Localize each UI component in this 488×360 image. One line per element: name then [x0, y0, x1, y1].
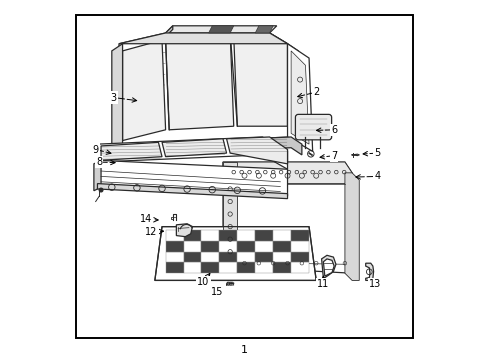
Polygon shape: [119, 33, 287, 44]
Bar: [183, 241, 201, 252]
Polygon shape: [97, 184, 287, 199]
Polygon shape: [287, 44, 301, 134]
Bar: [201, 262, 219, 273]
Bar: [237, 252, 255, 262]
Bar: [165, 241, 183, 252]
Polygon shape: [97, 160, 287, 196]
Text: 15: 15: [211, 287, 224, 297]
Bar: [219, 241, 237, 252]
Text: 11: 11: [317, 279, 329, 289]
Bar: [219, 262, 237, 273]
Text: 2: 2: [312, 87, 319, 97]
Bar: [255, 262, 273, 273]
Polygon shape: [119, 33, 290, 144]
Bar: [237, 262, 255, 273]
Bar: [165, 252, 183, 262]
Polygon shape: [290, 51, 308, 144]
Polygon shape: [233, 33, 287, 126]
Text: 1: 1: [241, 345, 247, 355]
Text: 9: 9: [92, 144, 99, 154]
Text: 12: 12: [145, 227, 157, 237]
Polygon shape: [223, 162, 351, 184]
Bar: [255, 252, 273, 262]
Bar: [290, 262, 308, 273]
Bar: [273, 252, 290, 262]
Polygon shape: [112, 44, 122, 151]
Bar: [255, 241, 273, 252]
Bar: [201, 241, 219, 252]
Bar: [201, 252, 219, 262]
Polygon shape: [255, 26, 273, 33]
Polygon shape: [94, 160, 101, 191]
Bar: [183, 230, 201, 241]
Bar: [165, 262, 183, 273]
Bar: [237, 241, 255, 252]
Bar: [290, 252, 308, 262]
Polygon shape: [122, 40, 165, 140]
Circle shape: [99, 188, 102, 192]
Bar: [219, 230, 237, 241]
Polygon shape: [155, 226, 316, 280]
Text: 10: 10: [197, 277, 209, 287]
Text: 6: 6: [330, 125, 337, 135]
Bar: [219, 252, 237, 262]
Bar: [255, 230, 273, 241]
Text: 5: 5: [373, 148, 380, 158]
Bar: [290, 241, 308, 252]
Polygon shape: [321, 255, 335, 279]
FancyBboxPatch shape: [295, 114, 331, 140]
Polygon shape: [344, 173, 359, 280]
Polygon shape: [112, 137, 301, 162]
Polygon shape: [101, 142, 162, 160]
Polygon shape: [323, 259, 333, 276]
Bar: [273, 230, 290, 241]
Text: 4: 4: [373, 171, 380, 181]
Polygon shape: [208, 26, 233, 33]
Polygon shape: [287, 44, 312, 151]
Polygon shape: [226, 137, 287, 164]
Polygon shape: [165, 26, 276, 33]
Bar: [237, 230, 255, 241]
Text: 7: 7: [330, 150, 337, 161]
Polygon shape: [165, 33, 233, 130]
Bar: [273, 241, 290, 252]
Text: 14: 14: [140, 215, 152, 224]
Polygon shape: [223, 162, 237, 266]
Polygon shape: [97, 137, 287, 169]
Text: 13: 13: [368, 279, 381, 289]
Bar: [165, 230, 183, 241]
Polygon shape: [176, 224, 192, 237]
Polygon shape: [223, 162, 351, 273]
Text: 3: 3: [110, 93, 117, 103]
Polygon shape: [365, 263, 373, 280]
Bar: [183, 262, 201, 273]
Text: 8: 8: [96, 157, 102, 167]
Bar: [273, 262, 290, 273]
Bar: [201, 230, 219, 241]
Polygon shape: [165, 26, 172, 37]
Bar: [290, 230, 308, 241]
Polygon shape: [162, 139, 226, 157]
Bar: [183, 252, 201, 262]
